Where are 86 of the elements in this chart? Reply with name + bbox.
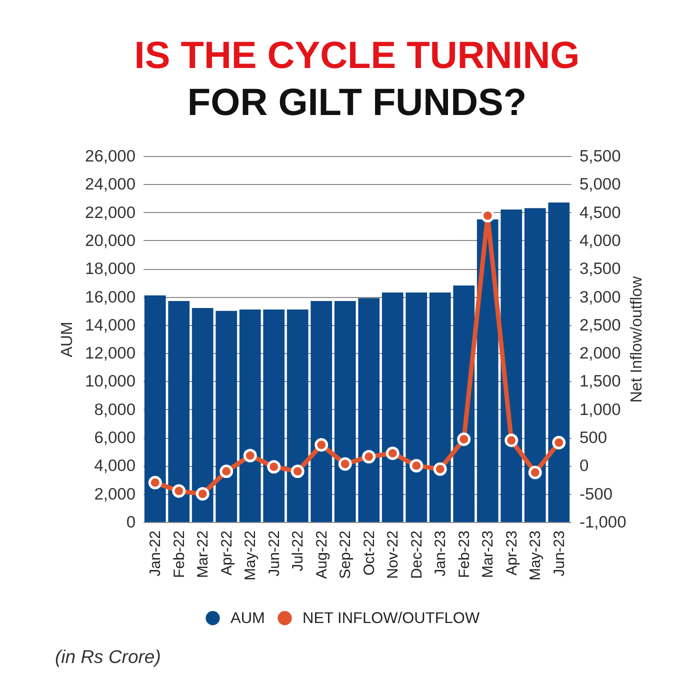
point (196, 487, 210, 501)
y-tick-label: 24,000 (85, 176, 136, 194)
y-tick-label: 18,000 (85, 260, 136, 278)
point (267, 460, 281, 474)
point (528, 466, 542, 480)
x-tick-label: Jan-23 (432, 530, 450, 576)
y-tick-label: 12,000 (85, 344, 136, 363)
bar (382, 292, 404, 522)
point (457, 432, 471, 446)
x-tick-label: Apr-23 (503, 530, 520, 576)
y-tick-label: 14,000 (85, 316, 136, 334)
bar (216, 310, 238, 522)
x-tick-label: Sep-22 (337, 530, 354, 579)
point (314, 438, 328, 452)
y-tick-label: 16,000 (85, 288, 136, 306)
x-tick-label: Feb-23 (456, 530, 473, 578)
x-tick-label: Oct-22 (360, 530, 378, 576)
x-tick-label: Aug-22 (313, 530, 330, 579)
y2-tick-label: 2,500 (580, 316, 621, 334)
bar (500, 209, 522, 522)
point (552, 436, 566, 450)
bar (192, 308, 214, 522)
legend-label: NET INFLOW/OUTFLOW (302, 610, 480, 628)
y-tick-label: 2,000 (94, 485, 136, 504)
x-tick-label: Jun-23 (550, 530, 568, 576)
x-tick-label: Jul-22 (290, 530, 307, 572)
x-tick-label: Mar-22 (194, 530, 212, 578)
y2-axis-title: Net Inflow/outflow (628, 276, 646, 403)
y-tick-label: 6,000 (94, 429, 136, 448)
y-tick-label: 4,000 (94, 457, 136, 476)
y-tick-label: 26,000 (85, 148, 136, 166)
x-tick-label: Nov-22 (384, 530, 402, 579)
bar (524, 208, 546, 522)
point (504, 434, 518, 448)
y2-tick-label: 1,500 (580, 372, 621, 391)
point (433, 462, 447, 476)
y2-tick-label: 3,000 (580, 288, 621, 306)
y2-tick-label: 5,000 (580, 176, 621, 194)
bar (429, 292, 451, 522)
x-tick-label: Apr-22 (218, 530, 236, 576)
bar (334, 300, 356, 522)
y2-tick-label: -1,000 (580, 514, 626, 532)
x-tick-label: Mar-23 (480, 530, 497, 578)
y-tick-label: 10,000 (85, 372, 136, 391)
y-axis-title: AUM (59, 322, 76, 358)
bar (263, 309, 285, 522)
y2-tick-label: 3,500 (580, 260, 621, 278)
y-tick-label: 20,000 (85, 232, 136, 250)
y2-tick-label: 2,000 (580, 344, 621, 363)
y-tick-label: 0 (126, 514, 136, 532)
x-tick-label: Feb-22 (170, 530, 188, 578)
y2-tick-label: 500 (580, 429, 608, 448)
x-tick-label: Jun-22 (266, 530, 283, 576)
bar (406, 292, 428, 522)
point (243, 448, 257, 462)
bar (144, 295, 166, 522)
point (290, 464, 304, 478)
bar (310, 300, 332, 522)
bar (286, 309, 308, 522)
y2-tick-label: 0 (580, 457, 589, 476)
chart-subtitle: FOR GILT FUNDS? (187, 82, 527, 124)
y2-tick-label: 1,000 (580, 400, 621, 419)
x-tick-label: May-22 (242, 530, 260, 581)
bar (358, 298, 380, 522)
point (148, 476, 162, 490)
x-tick-label: Jan-22 (147, 530, 164, 576)
point (220, 464, 234, 478)
y2-tick-label: 4,500 (580, 204, 621, 222)
legend-label: AUM (230, 610, 265, 628)
bar (168, 300, 190, 522)
y2-tick-label: 4,000 (580, 232, 621, 250)
point (172, 484, 186, 498)
chart-title: IS THE CYCLE TURNING (134, 35, 580, 77)
text: (in Rs Crore) (55, 646, 161, 668)
y2-tick-label: 5,500 (580, 148, 621, 166)
y-tick-label: 22,000 (85, 204, 136, 222)
point (338, 457, 352, 471)
y-tick-label: 8,000 (94, 400, 136, 419)
x-tick-label: May-23 (527, 530, 544, 581)
point (386, 446, 400, 460)
point (410, 458, 424, 472)
y2-tick-label: -500 (580, 485, 613, 504)
point (362, 450, 376, 464)
bar (239, 309, 261, 522)
bar (548, 202, 570, 522)
x-tick-label: Dec-22 (408, 530, 426, 579)
